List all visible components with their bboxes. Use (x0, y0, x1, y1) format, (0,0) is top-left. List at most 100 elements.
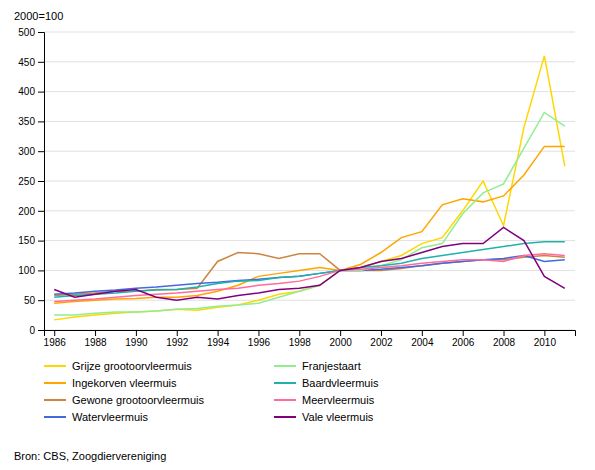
y-tick-mark (38, 181, 44, 182)
x-tick-label: 1986 (44, 337, 67, 348)
grid-line (44, 32, 575, 33)
y-tick: 0 (29, 325, 44, 336)
y-tick-mark (38, 211, 44, 212)
x-tick: 1996 (248, 330, 271, 348)
x-tick: 2000 (330, 330, 353, 348)
y-tick: 200 (18, 206, 44, 217)
y-tick: 150 (18, 235, 44, 246)
legend-item: Franjestaart (274, 360, 361, 372)
x-tick-mark (463, 330, 464, 336)
y-tick: 400 (18, 86, 44, 97)
y-tick-mark (38, 32, 44, 33)
y-tick: 300 (18, 146, 44, 157)
grid (44, 32, 575, 330)
legend-label: Baardvleermuis (302, 377, 379, 389)
grid-line (44, 240, 575, 241)
grid-line (44, 151, 575, 152)
x-tick-mark (54, 330, 55, 336)
grid-line (44, 181, 575, 182)
x-tick: 1990 (125, 330, 148, 348)
x-tick-mark (504, 330, 505, 336)
y-tick: 350 (18, 116, 44, 127)
y-tick-label: 200 (18, 206, 35, 217)
x-tick-mark (136, 330, 137, 336)
legend-item: Gewone grootoorvleermuis (44, 394, 205, 406)
legend-item: Watervleermuis (44, 411, 148, 423)
legend-swatch (44, 399, 66, 401)
y-tick-mark (38, 270, 44, 271)
x-tick: 2002 (370, 330, 393, 348)
legend-item: Meervleermuis (274, 394, 375, 406)
y-tick-mark (38, 121, 44, 122)
series-line (54, 56, 565, 320)
x-tick-label: 1994 (207, 337, 230, 348)
y-tick-label: 500 (18, 27, 35, 38)
x-tick: 2010 (534, 330, 557, 348)
grid-line (44, 210, 575, 211)
legend-label: Ingekorven vleermuis (72, 377, 177, 389)
series-line (54, 227, 565, 300)
y-tick-label: 150 (18, 235, 35, 246)
y-tick-mark (38, 241, 44, 242)
x-tick-label: 1992 (166, 337, 189, 348)
x-tick-mark (95, 330, 96, 336)
legend-label: Watervleermuis (72, 411, 148, 423)
series-line (54, 112, 565, 315)
legend-swatch (274, 399, 296, 401)
y-tick: 100 (18, 265, 44, 276)
legend-item: Grijze grootoorvleermuis (44, 360, 192, 372)
y-axis: 0 50 100 150 200 250 300 350 400 450 500 (18, 27, 44, 336)
x-tick-label: 1990 (125, 337, 148, 348)
y-tick-label: 250 (18, 176, 35, 187)
grid-line (44, 121, 575, 122)
series-line (54, 146, 565, 303)
legend-swatch (44, 382, 66, 384)
x-axis: 1986 1988 1990 1992 1994 1996 1998 2000 2002 2004… (44, 330, 576, 348)
grid-line (44, 61, 575, 62)
lines (54, 56, 565, 320)
legend-label: Franjestaart (302, 360, 361, 372)
x-tick: 1994 (207, 330, 230, 348)
y-tick-label: 100 (18, 265, 35, 276)
y-tick-label: 350 (18, 116, 35, 127)
x-tick-mark (422, 330, 423, 336)
x-tick: 1988 (84, 330, 107, 348)
x-tick-label: 2002 (370, 337, 393, 348)
x-tick-mark (340, 330, 341, 336)
legend-swatch (44, 416, 66, 418)
x-tick: 1998 (289, 330, 312, 348)
x-axis-line (45, 331, 576, 337)
x-tick-label: 1998 (289, 337, 312, 348)
y-tick-label: 400 (18, 86, 35, 97)
x-tick-label: 1988 (84, 337, 107, 348)
x-tick: 2004 (411, 330, 434, 348)
legend: Grijze grootoorvleermuis Ingekorven vleer… (44, 360, 379, 423)
y-tick-mark (38, 151, 44, 152)
y-tick-mark (38, 92, 44, 93)
legend-item: Vale vleermuis (274, 411, 374, 423)
x-tick-label: 2008 (493, 337, 516, 348)
y-tick-label: 50 (24, 295, 36, 306)
legend-label: Gewone grootoorvleermuis (72, 394, 205, 406)
footer: Bron: CBS, Zoogdiervereniging (14, 450, 166, 462)
y-tick-mark (38, 330, 44, 331)
y-tick-label: 0 (29, 325, 35, 336)
series-line (54, 242, 565, 297)
y-tick: 50 (24, 295, 44, 306)
y-tick: 450 (18, 57, 44, 68)
x-tick-mark (299, 330, 300, 336)
plot: 0501001502002503003504004505001986198819… (18, 27, 575, 348)
x-tick-label: 2006 (452, 337, 475, 348)
x-tick-label: 2010 (534, 337, 557, 348)
y-tick-mark (38, 300, 44, 301)
grid-line (44, 300, 575, 301)
y-tick: 500 (18, 27, 44, 38)
y-tick: 250 (18, 176, 44, 187)
legend-swatch (44, 365, 66, 367)
chart: 0501001502002503003504004505001986198819… (0, 0, 595, 470)
legend-item: Ingekorven vleermuis (44, 377, 177, 389)
y-axis-line (38, 33, 45, 331)
x-tick: 2006 (452, 330, 475, 348)
x-tick-mark (381, 330, 382, 336)
x-tick-label: 2000 (330, 337, 353, 348)
